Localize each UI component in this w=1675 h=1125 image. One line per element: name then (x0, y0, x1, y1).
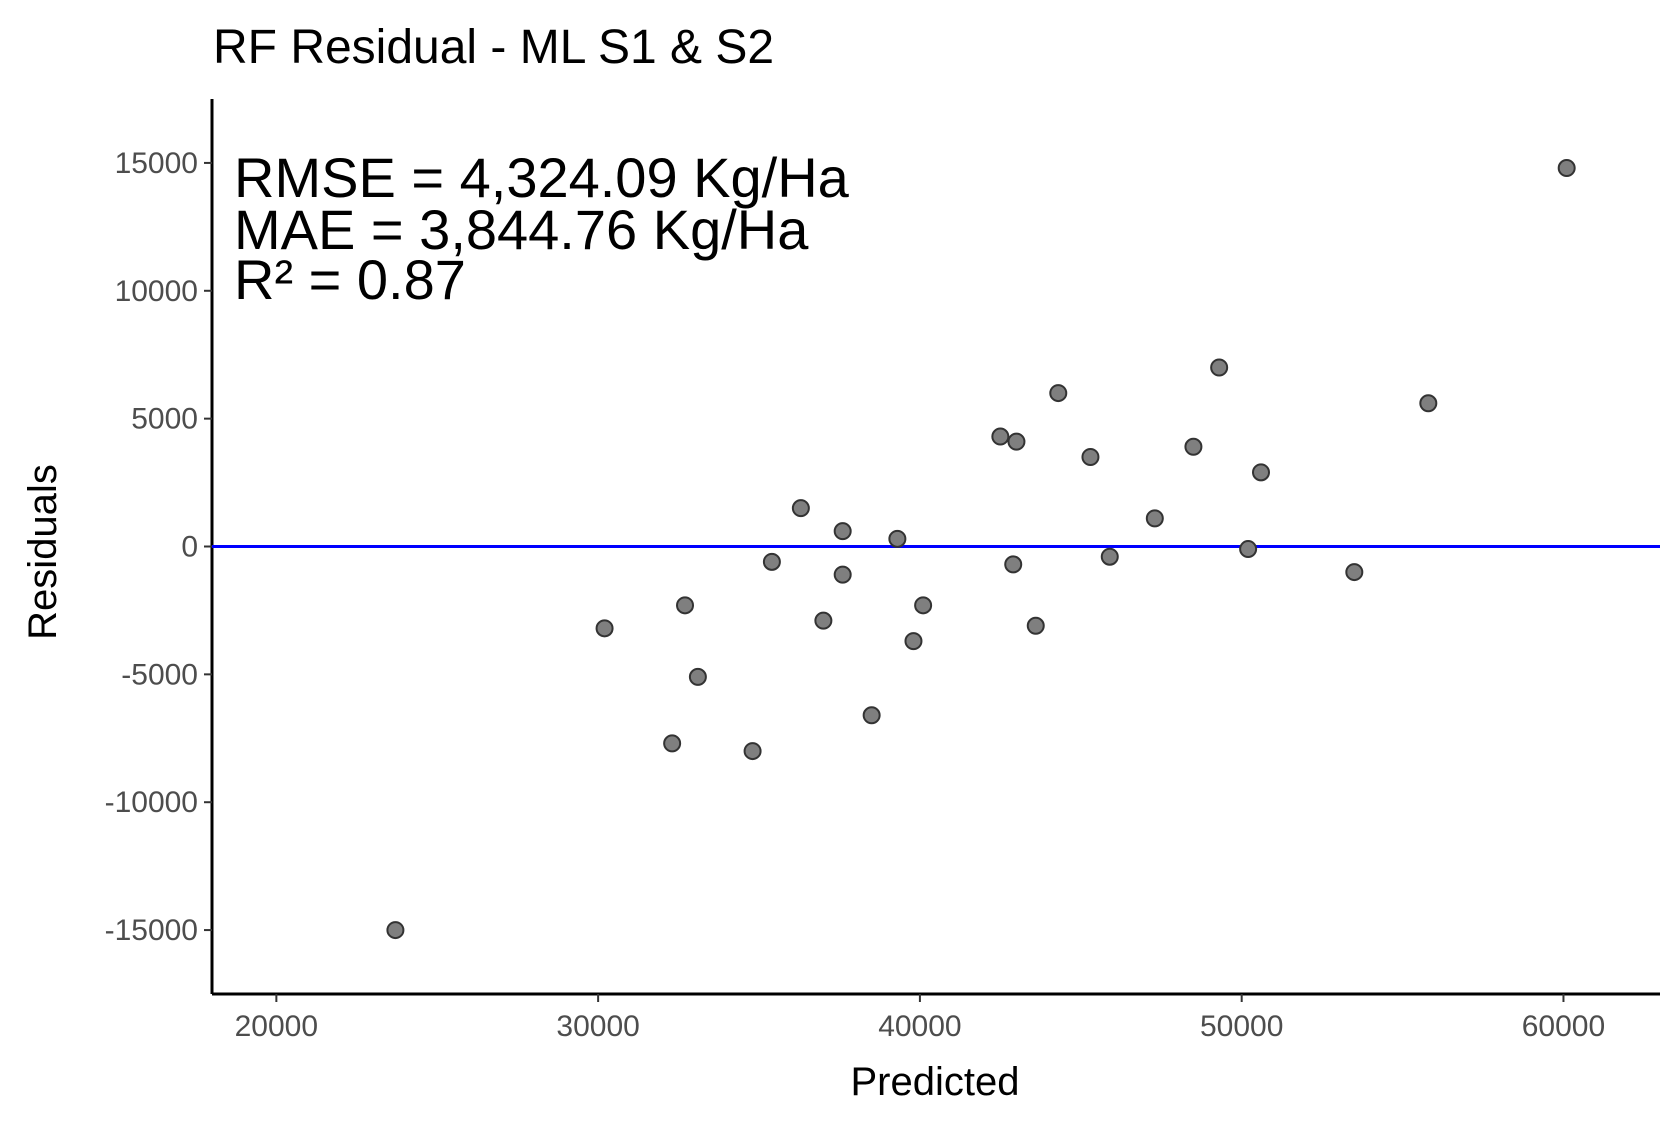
chart-title: RF Residual - ML S1 & S2 (213, 21, 774, 74)
y-tick-label: -15000 (105, 914, 198, 947)
y-tick-label: -10000 (105, 786, 198, 819)
x-tick-label: 30000 (556, 1010, 639, 1043)
data-point (1049, 384, 1068, 403)
data-point (595, 619, 614, 638)
data-point (1145, 509, 1164, 528)
data-point (888, 529, 907, 548)
data-point (1004, 555, 1023, 574)
data-point (914, 596, 933, 615)
data-point (1557, 159, 1576, 178)
data-point (1007, 432, 1026, 451)
data-point (1251, 463, 1270, 482)
y-axis-title: Residuals (21, 464, 65, 640)
x-axis-title: Predicted (851, 1060, 1020, 1104)
data-point (663, 734, 682, 753)
data-point (688, 667, 707, 686)
x-tick-label: 60000 (1522, 1010, 1605, 1043)
data-point (1184, 437, 1203, 456)
data-point (676, 596, 695, 615)
data-point (1419, 394, 1438, 413)
data-point (904, 632, 923, 651)
y-tick-label: 5000 (131, 403, 198, 436)
metric-annotation: R² = 0.87 (234, 248, 466, 311)
x-tick-label: 50000 (1200, 1010, 1283, 1043)
data-point (791, 499, 810, 518)
data-point (743, 742, 762, 761)
data-point (1239, 540, 1258, 559)
y-tick-label: -5000 (121, 658, 198, 691)
x-tick-label: 40000 (878, 1010, 961, 1043)
data-point (1100, 547, 1119, 566)
y-tick-label: 10000 (115, 275, 198, 308)
data-points (386, 159, 1576, 940)
data-point (386, 921, 405, 940)
data-point (1210, 358, 1229, 377)
y-axis: -15000 -10000 -5000 0 5000 10000 15000 (105, 99, 214, 994)
data-point (1345, 563, 1364, 582)
metric-annotation: RMSE = 4,324.09 Kg/Ha (234, 146, 850, 209)
y-tick-label: 15000 (115, 147, 198, 180)
data-point (1081, 448, 1100, 466)
data-point (762, 552, 781, 571)
metric-annotation: MAE = 3,844.76 Kg/Ha (234, 198, 809, 261)
data-point (1026, 616, 1045, 635)
data-point (814, 611, 833, 630)
x-tick-label: 20000 (235, 1010, 318, 1043)
data-point (862, 706, 881, 725)
x-axis: 20000 30000 40000 50000 60000 (212, 992, 1660, 1043)
y-tick-label: 0 (181, 531, 198, 564)
data-point (833, 522, 852, 541)
data-point (833, 565, 852, 584)
data-point (991, 427, 1010, 446)
